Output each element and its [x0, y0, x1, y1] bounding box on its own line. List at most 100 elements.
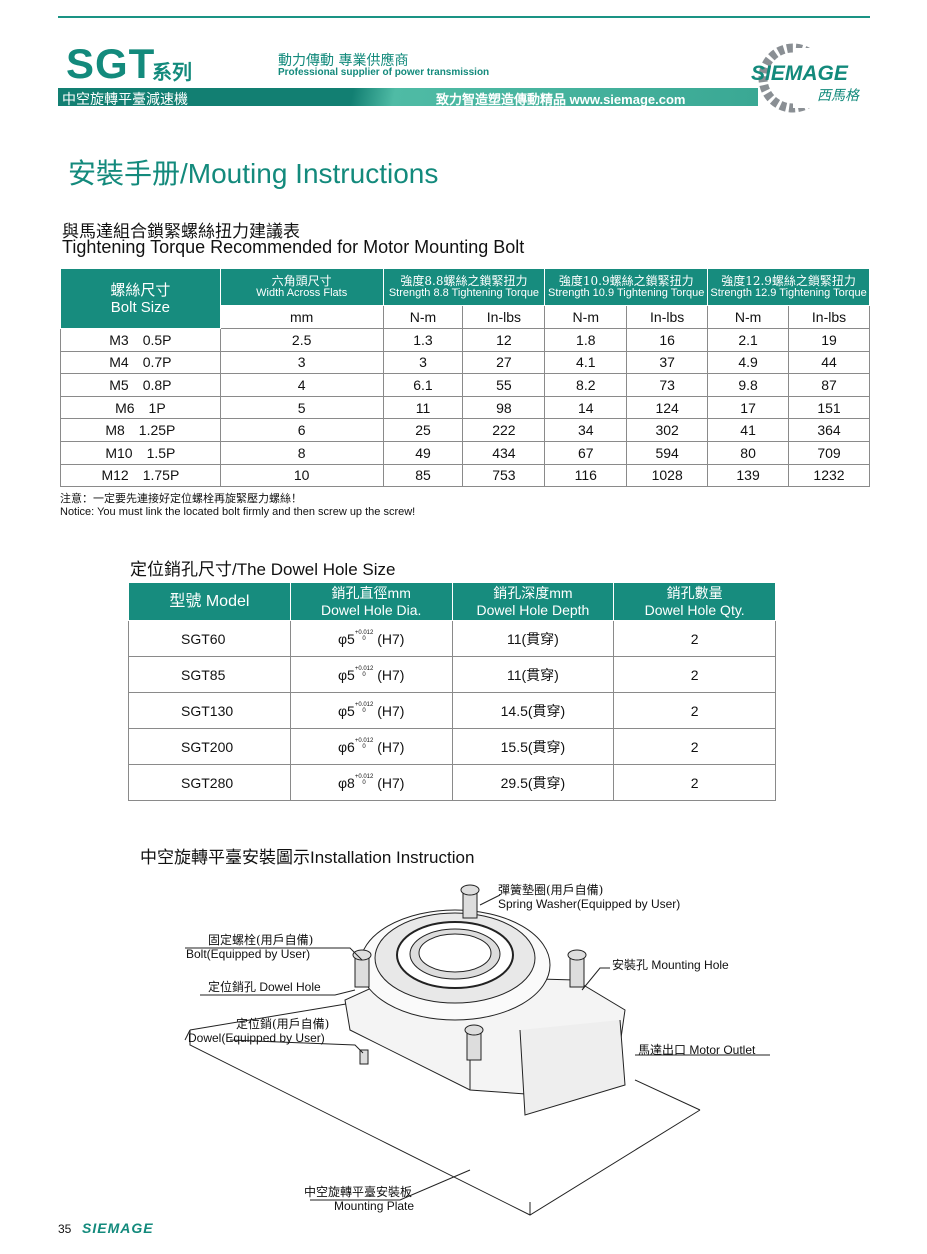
notice: 注意：一定要先連接好定位螺栓再旋緊壓力螺絲！ Notice: You must … [60, 493, 415, 519]
table-cell: 434 [462, 440, 546, 465]
header-dia: 銷孔直徑mm Dowel Hole Dia. [289, 582, 453, 621]
table-cell: 14 [544, 395, 628, 420]
dia-cell: φ5+0.012 0 (H7) [289, 692, 453, 729]
table-cell: 10 [219, 463, 384, 488]
installation-title: 中空旋轉平臺安裝圖示Installation Instruction [140, 848, 475, 867]
table-cell: 364 [788, 418, 870, 442]
model-cell: SGT200 [128, 728, 291, 765]
header-band: 中空旋轉平臺減速機 致力智造塑造傳動精品 www.siemage.com [58, 88, 758, 108]
table-row: M8 1.25P 6 25 222 34 302 41 364 [60, 418, 870, 442]
table-row: M6 1P 5 11 98 14 124 17 151 [60, 395, 870, 420]
bolt-size-cell: M10 1.5P [60, 440, 221, 465]
label-dowel-cn: 定位銷(用戶自備) [236, 1017, 330, 1031]
bolt-size-cell: M12 1.75P [60, 463, 221, 488]
qty-cell: 2 [613, 764, 776, 801]
table-cell: 55 [462, 373, 546, 397]
qty-cell: 2 [613, 692, 776, 729]
table-row: SGT200 φ6+0.012 0 (H7) 15.5(貫穿) 2 [128, 728, 776, 765]
model-cell: SGT85 [128, 656, 291, 693]
torque-title-cn: 與馬達組合鎖緊螺絲扭力建議表 [62, 222, 300, 241]
header-width-across-flats: 六角頭尺寸 Width Across Flats [219, 268, 384, 306]
table-row: M10 1.5P 8 49 434 67 594 80 709 [60, 440, 870, 465]
tagline-en: Professional supplier of power transmiss… [278, 67, 490, 78]
bolt-size-cell: M4 0.7P [60, 350, 221, 375]
table-cell: 87 [788, 373, 870, 397]
table-cell: 6 [219, 418, 384, 442]
top-rule [58, 16, 870, 18]
table-cell: 1.8 [544, 328, 628, 352]
table-cell: 8 [219, 440, 384, 465]
table-cell: 3 [219, 350, 384, 375]
table-cell: 6.1 [382, 373, 464, 397]
bolt-size-cell: M5 0.8P [60, 373, 221, 397]
model-cell: SGT130 [128, 692, 291, 729]
table-cell: 151 [788, 395, 870, 420]
table-row: SGT85 φ5+0.012 0 (H7) 11(貫穿) 2 [128, 656, 776, 693]
unit-cell: N-m [382, 305, 464, 329]
qty-cell: 2 [613, 656, 776, 693]
header-strength-8-8: 強度8.8螺絲之鎖緊扭力 Strength 8.8 Tightening Torq… [382, 268, 546, 306]
page-title: 安裝手册/Mouting Instructions [68, 158, 439, 189]
torque-table: 螺絲尺寸 Bolt Size 六角頭尺寸 Width Across Flats 強度… [60, 268, 870, 488]
table-cell: 44 [788, 350, 870, 375]
notice-en: Notice: You must link the located bolt f… [60, 506, 416, 518]
table-cell: 49 [382, 440, 464, 465]
table-row: SGT60 φ5+0.012 0 (H7) 11(貫穿) 2 [128, 620, 776, 657]
table-cell: 1232 [788, 463, 870, 488]
unit-cell: In-lbs [462, 305, 546, 329]
label-motor-outlet: 馬達出口 Motor Outlet [638, 1043, 756, 1057]
table-cell: 124 [626, 395, 709, 420]
bolt-size-cell: M3 0.5P [60, 328, 221, 352]
svg-text:SIEMAGE: SIEMAGE [751, 62, 849, 85]
table-cell: 17 [707, 395, 790, 420]
table-row: M12 1.75P 10 85 753 116 1028 139 1232 [60, 463, 870, 488]
notice-cn: 注意：一定要先連接好定位螺栓再旋緊壓力螺絲！ [60, 493, 302, 505]
table-cell: 222 [462, 418, 546, 442]
label-dowel-hole: 定位銷孔 Dowel Hole [208, 980, 321, 994]
depth-cell: 14.5(貫穿) [451, 692, 615, 729]
model-cell: SGT60 [128, 620, 291, 657]
qty-cell: 2 [613, 620, 776, 657]
table-cell: 9.8 [707, 373, 790, 397]
table-cell: 2.5 [219, 328, 384, 352]
label-mounting-hole: 安裝孔 Mounting Hole [612, 958, 729, 972]
table-cell: 4.1 [544, 350, 628, 375]
dia-cell: φ5+0.012 0 (H7) [289, 656, 453, 693]
table-cell: 11 [382, 395, 464, 420]
table-cell: 12 [462, 328, 546, 352]
dowel-table: 型號 Model 銷孔直徑mm Dowel Hole Dia. 銷孔深度mm Dow… [128, 582, 776, 801]
table-row: M4 0.7P 3 3 27 4.1 37 4.9 44 [60, 350, 870, 375]
bolt-size-cell: M6 1P [60, 395, 221, 420]
table-row: M3 0.5P 2.5 1.3 12 1.8 16 2.1 19 [60, 328, 870, 352]
unit-cell: N-m [544, 305, 628, 329]
page-number: 35 [58, 1222, 72, 1236]
table-cell: 73 [626, 373, 709, 397]
dia-cell: φ8+0.012 0 (H7) [289, 764, 453, 801]
series-cn: 系列 [152, 62, 192, 84]
table-cell: 3 [382, 350, 464, 375]
dia-cell: φ5+0.012 0 (H7) [289, 620, 453, 657]
header-bolt-size: 螺絲尺寸 Bolt Size [60, 268, 221, 329]
table-cell: 80 [707, 440, 790, 465]
table-cell: 1028 [626, 463, 709, 488]
table-cell: 19 [788, 328, 870, 352]
label-washer-en: Spring Washer(Equipped by User) [498, 897, 681, 911]
table-cell: 41 [707, 418, 790, 442]
table-cell: 8.2 [544, 373, 628, 397]
installation-diagram [184, 884, 770, 1216]
table-cell: 4.9 [707, 350, 790, 375]
label-bolt-en: Bolt(Equipped by User) [186, 947, 311, 961]
qty-cell: 2 [613, 728, 776, 765]
table-row: M5 0.8P 4 6.1 55 8.2 73 9.8 87 [60, 373, 870, 397]
header-strength-10-9: 強度10.9螺絲之鎖緊扭力 Strength 10.9 Tightening To… [544, 268, 709, 306]
depth-cell: 15.5(貫穿) [451, 728, 615, 765]
table-cell: 594 [626, 440, 709, 465]
label-plate-cn: 中空旋轉平臺安裝板 [304, 1185, 413, 1199]
table-cell: 67 [544, 440, 628, 465]
table-cell: 302 [626, 418, 709, 442]
siemage-logo: SIEMAGE 西馬格 [745, 38, 875, 116]
svg-text:西馬格: 西馬格 [817, 88, 860, 104]
table-row: SGT280 φ8+0.012 0 (H7) 29.5(貫穿) 2 [128, 764, 776, 801]
header-strength-12-9: 強度12.9螺絲之鎖緊扭力 Strength 12.9 Tightening To… [707, 268, 870, 306]
table-cell: 709 [788, 440, 870, 465]
